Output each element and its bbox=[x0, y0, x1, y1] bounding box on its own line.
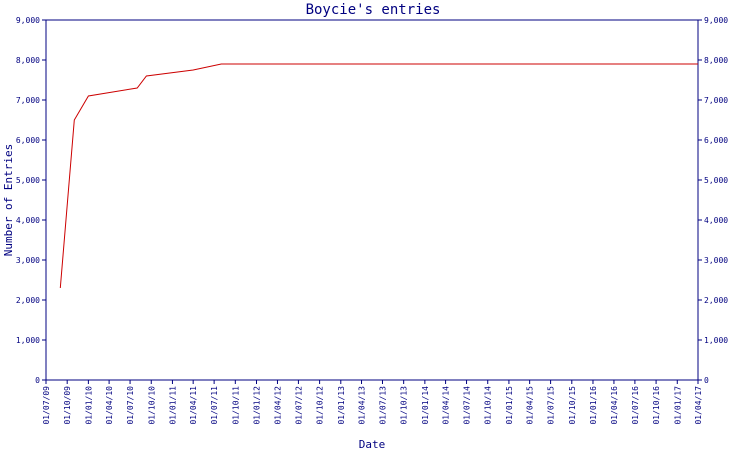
x-tick-label: 01/04/14 bbox=[442, 386, 451, 425]
x-tick-label: 01/04/15 bbox=[526, 386, 535, 425]
y-tick-left-label: 2,000 bbox=[16, 296, 40, 305]
x-tick-label: 01/01/15 bbox=[505, 386, 514, 425]
x-tick-label: 01/10/15 bbox=[568, 386, 577, 425]
x-tick-label: 01/10/10 bbox=[147, 386, 156, 425]
x-tick-label: 01/01/10 bbox=[84, 386, 93, 425]
x-axis: 01/07/09 01/10/09 01/01/10 01/04/10 01/07/10… bbox=[42, 380, 703, 425]
series-layer bbox=[59, 63, 698, 289]
y-tick-left-label: 9,000 bbox=[16, 16, 40, 25]
series-line bbox=[59, 63, 698, 289]
y-tick-left-label: 3,000 bbox=[16, 256, 40, 265]
y-tick-right-label: 2,000 bbox=[704, 296, 728, 305]
x-tick-label: 01/10/12 bbox=[316, 386, 325, 425]
x-tick-label: 01/04/12 bbox=[273, 386, 282, 425]
x-tick-label: 01/07/11 bbox=[210, 386, 219, 425]
x-tick-label: 01/10/16 bbox=[652, 386, 661, 425]
x-tick-label: 01/01/14 bbox=[421, 386, 430, 425]
y-tick-right-label: 6,000 bbox=[704, 136, 728, 145]
x-tick-label: 01/01/13 bbox=[337, 386, 346, 425]
x-tick-label: 01/04/10 bbox=[105, 386, 114, 425]
y-tick-right-label: 0 bbox=[704, 376, 709, 385]
x-tick-label: 01/07/14 bbox=[463, 386, 472, 425]
y-axis-left: 0 1,000 2,000 3,000 4,000 5,000 6,000 7,000 8,00… bbox=[16, 16, 46, 385]
x-tick-label: 01/01/11 bbox=[168, 386, 177, 425]
x-tick-label: 01/10/09 bbox=[63, 386, 72, 425]
x-axis-label: Date bbox=[359, 438, 386, 450]
y-tick-right-label: 1,000 bbox=[704, 336, 728, 345]
y-tick-left-label: 8,000 bbox=[16, 56, 40, 65]
x-tick-label: 01/07/16 bbox=[631, 386, 640, 425]
x-tick-label: 01/01/12 bbox=[253, 386, 262, 425]
y-axis-label: Number of Entries bbox=[2, 144, 15, 257]
plot-area bbox=[45, 19, 699, 381]
x-tick-label: 01/10/13 bbox=[400, 386, 409, 425]
y-tick-left-label: 0 bbox=[35, 376, 40, 385]
x-tick-label: 01/04/17 bbox=[694, 386, 703, 425]
y-tick-right-label: 8,000 bbox=[704, 56, 728, 65]
y-tick-left-label: 6,000 bbox=[16, 136, 40, 145]
x-tick-label: 01/04/16 bbox=[610, 386, 619, 425]
y-tick-right-label: 9,000 bbox=[704, 16, 728, 25]
y-tick-right-label: 4,000 bbox=[704, 216, 728, 225]
y-tick-right-label: 7,000 bbox=[704, 96, 728, 105]
x-tick-label: 01/07/15 bbox=[547, 386, 556, 425]
x-tick-label: 01/04/13 bbox=[358, 386, 367, 425]
x-tick-label: 01/07/10 bbox=[126, 386, 135, 425]
y-tick-right-label: 3,000 bbox=[704, 256, 728, 265]
y-tick-left-label: 7,000 bbox=[16, 96, 40, 105]
x-tick-label: 01/07/13 bbox=[378, 386, 387, 425]
y-axis-right: 0 1,000 2,000 3,000 4,000 5,000 6,000 7,000 8,00… bbox=[698, 16, 728, 385]
y-tick-left-label: 1,000 bbox=[16, 336, 40, 345]
x-tick-label: 01/01/17 bbox=[673, 386, 682, 425]
x-tick-label: 01/07/12 bbox=[294, 386, 303, 425]
x-tick-label: 01/04/11 bbox=[189, 386, 198, 425]
chart-title: Boycie's entries bbox=[306, 2, 441, 18]
x-tick-label: 01/07/09 bbox=[42, 386, 51, 425]
x-tick-label: 01/01/16 bbox=[589, 386, 598, 425]
y-tick-left-label: 5,000 bbox=[16, 176, 40, 185]
y-tick-right-label: 5,000 bbox=[704, 176, 728, 185]
x-tick-label: 01/10/14 bbox=[484, 386, 493, 425]
x-tick-label: 01/10/11 bbox=[231, 386, 240, 425]
y-tick-left-label: 4,000 bbox=[16, 216, 40, 225]
